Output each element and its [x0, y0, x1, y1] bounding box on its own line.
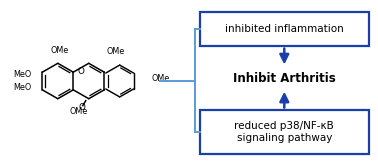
Text: MeO: MeO	[13, 70, 31, 79]
Text: OMe: OMe	[152, 74, 170, 83]
Text: OMe: OMe	[51, 46, 69, 55]
Text: O: O	[77, 67, 84, 76]
Text: MeO: MeO	[13, 83, 31, 92]
Text: O: O	[78, 103, 85, 112]
Text: inhibited inflammation: inhibited inflammation	[225, 24, 344, 34]
Text: Inhibit Arthritis: Inhibit Arthritis	[233, 72, 336, 85]
Text: OMe: OMe	[70, 107, 88, 116]
FancyBboxPatch shape	[200, 111, 369, 154]
Text: OMe: OMe	[107, 47, 125, 56]
FancyBboxPatch shape	[200, 12, 369, 46]
Text: reduced p38/NF-κB
signaling pathway: reduced p38/NF-κB signaling pathway	[234, 121, 334, 143]
